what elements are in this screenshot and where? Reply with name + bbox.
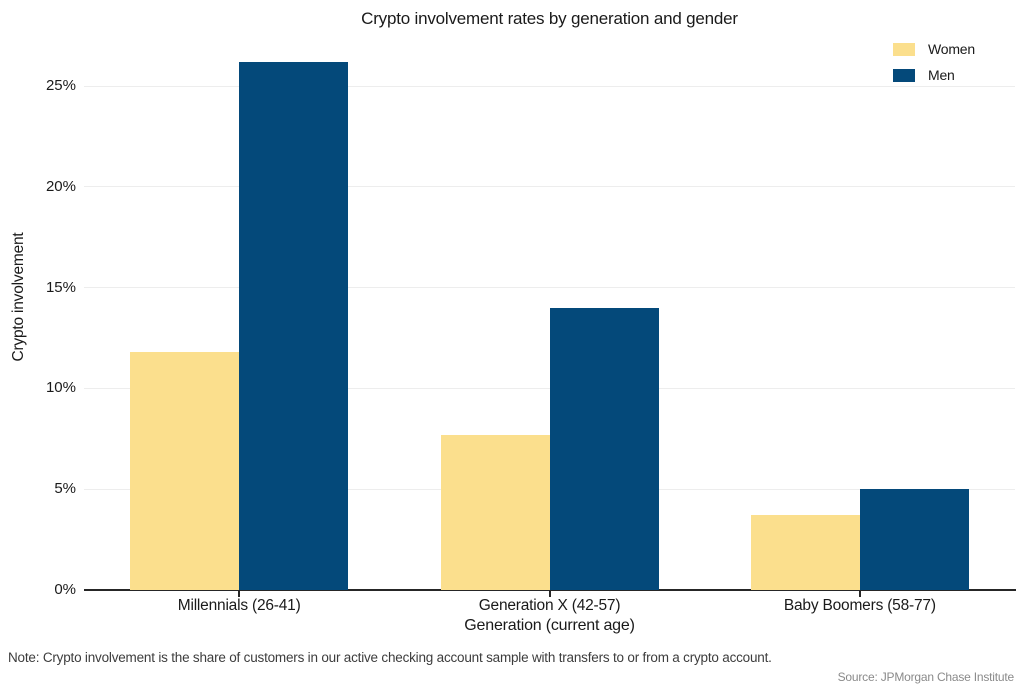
x-tick-mark — [238, 591, 241, 597]
legend-label-women: Women — [928, 41, 975, 57]
bar-men-3 — [859, 489, 969, 590]
y-tick-label: 25% — [45, 77, 76, 94]
y-tick-label: 0% — [54, 581, 76, 598]
bar-men-1 — [239, 61, 349, 590]
bar-men-2 — [549, 307, 659, 590]
y-tick-label: 10% — [45, 379, 76, 397]
legend-label-men: Men — [928, 67, 955, 83]
y-gridline — [84, 287, 1015, 289]
bar-women-2 — [440, 434, 550, 590]
x-category-label: Millennials (26-41) — [177, 597, 301, 614]
chart-title: Crypto involvement rates by generation a… — [361, 9, 738, 28]
x-category-label: Baby Boomers (58-77) — [783, 597, 936, 614]
x-axis-title: Generation (current age) — [464, 617, 635, 634]
source-text: Source: JPMorgan Chase Institute — [837, 670, 1015, 684]
y-tick-label: 20% — [45, 177, 76, 195]
legend-swatch-women-icon — [893, 42, 915, 56]
x-tick-mark — [858, 591, 861, 597]
y-axis-title: Crypto involvement — [10, 232, 27, 362]
legend-swatch-men-icon — [893, 68, 915, 82]
y-gridline — [84, 85, 1015, 87]
y-tick-label: 15% — [45, 278, 76, 296]
bar-women-1 — [130, 352, 240, 590]
x-axis-line — [84, 589, 1016, 591]
y-tick-label: 5% — [54, 480, 76, 498]
legend: Women Men — [893, 36, 975, 88]
legend-item-men: Men — [893, 62, 975, 88]
x-tick-mark — [548, 591, 551, 597]
y-gridline — [84, 186, 1015, 188]
legend-item-women: Women — [893, 36, 975, 62]
bar-women-3 — [750, 515, 860, 590]
note-text: Note: Crypto involvement is the share of… — [8, 650, 772, 665]
x-category-label: Generation X (42-57) — [478, 597, 621, 614]
